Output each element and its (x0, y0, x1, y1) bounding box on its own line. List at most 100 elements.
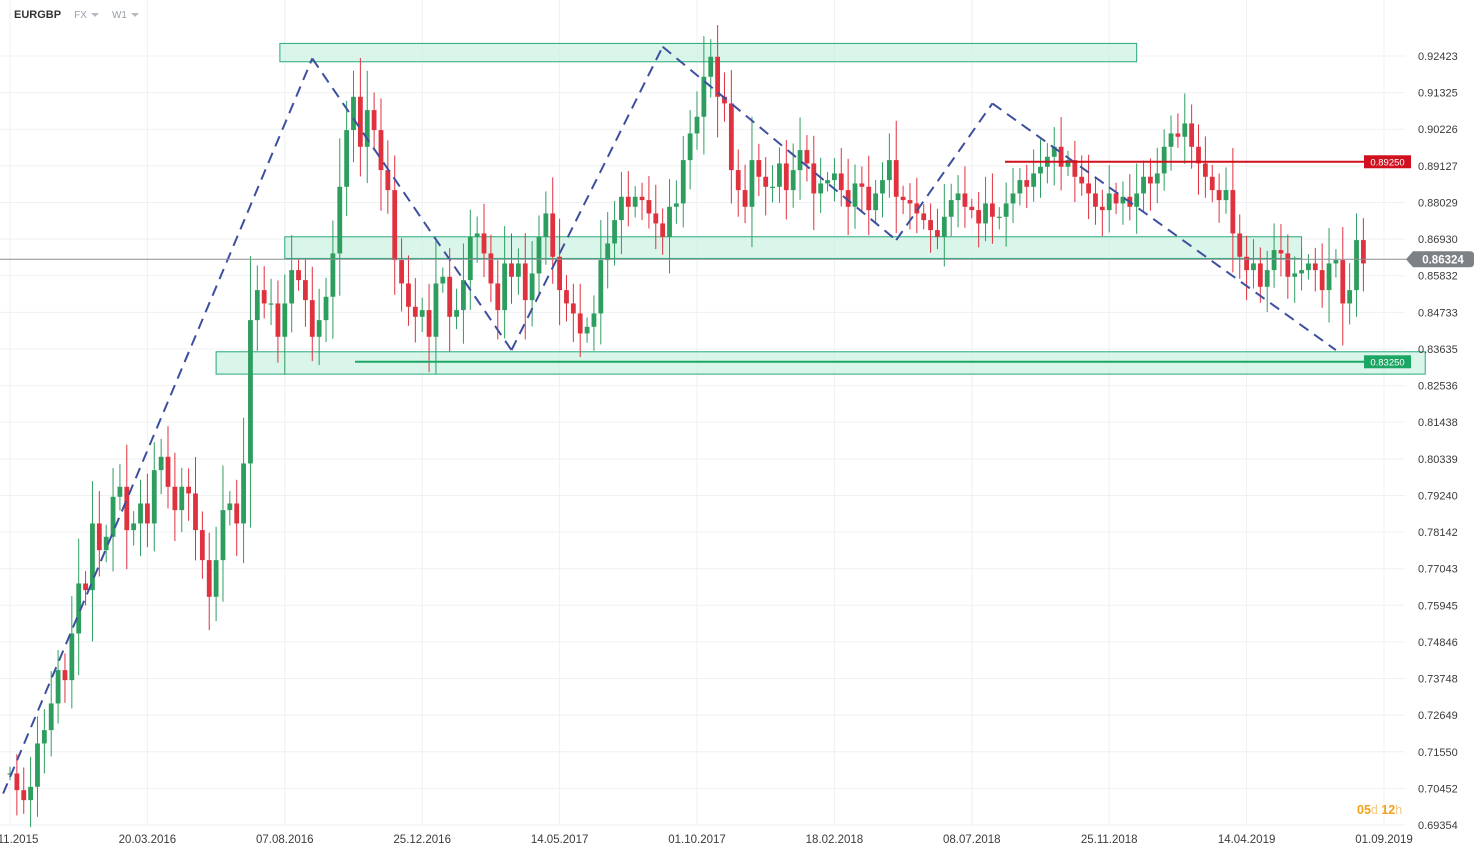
trendline[interactable] (991, 102, 1337, 351)
candle-body[interactable] (1278, 250, 1284, 254)
candle-body[interactable] (880, 180, 885, 194)
current-price-tag[interactable] (1406, 251, 1474, 268)
candle-body[interactable] (509, 263, 514, 277)
level-tag-red[interactable] (1364, 155, 1411, 169)
candle-body[interactable] (948, 200, 954, 217)
candle-body[interactable] (151, 470, 157, 524)
candle-body[interactable] (667, 206, 672, 237)
candle-body[interactable] (715, 56, 721, 97)
candle-body[interactable] (145, 503, 150, 524)
candle-body[interactable] (502, 263, 508, 311)
candle-body[interactable] (749, 160, 755, 207)
candle-body[interactable] (172, 486, 178, 511)
candle-body[interactable] (364, 110, 370, 147)
candle-body[interactable] (14, 773, 20, 791)
candle-body[interactable] (832, 173, 837, 181)
candle-body[interactable] (543, 213, 549, 237)
candle-body[interactable] (1003, 203, 1009, 217)
candle-body[interactable] (708, 56, 714, 77)
candle-body[interactable] (928, 220, 933, 231)
candle-body[interactable] (1237, 233, 1243, 257)
candle-body[interactable] (378, 130, 384, 171)
candle-body[interactable] (605, 243, 611, 261)
candle-body[interactable] (69, 633, 75, 681)
market-selector[interactable]: FX (74, 10, 99, 21)
candle-body[interactable] (96, 523, 102, 551)
candle-body[interactable] (811, 163, 817, 194)
candle-body[interactable] (90, 523, 95, 591)
candle-body[interactable] (1264, 270, 1270, 287)
candle-body[interactable] (680, 160, 686, 204)
candle-body[interactable] (1306, 263, 1311, 271)
candle-body[interactable] (886, 160, 892, 181)
candle-body[interactable] (351, 96, 356, 131)
candle-body[interactable] (529, 273, 535, 301)
candle-body[interactable] (1271, 250, 1277, 271)
candle-body[interactable] (873, 193, 879, 211)
candle-body[interactable] (1154, 173, 1160, 184)
candle-body[interactable] (962, 193, 968, 207)
candle-body[interactable] (1010, 193, 1016, 204)
candle-body[interactable] (577, 313, 583, 334)
candle-body[interactable] (687, 133, 693, 161)
candle-body[interactable] (206, 560, 212, 597)
candle-body[interactable] (289, 270, 295, 304)
candle-body[interactable] (969, 206, 975, 211)
candle-body[interactable] (983, 203, 988, 224)
candle-body[interactable] (1148, 176, 1153, 184)
candle-body[interactable] (763, 176, 769, 187)
candle-body[interactable] (303, 280, 308, 301)
candle-body[interactable] (1209, 176, 1215, 191)
candle-body[interactable] (838, 173, 844, 191)
candle-body[interactable] (777, 163, 782, 187)
candle-body[interactable] (21, 790, 27, 801)
candle-body[interactable] (825, 180, 830, 184)
candle-body[interactable] (900, 196, 906, 201)
candle-body[interactable] (7, 773, 13, 775)
candle-body[interactable] (584, 326, 590, 334)
candle-body[interactable] (227, 503, 233, 511)
candle-body[interactable] (213, 560, 219, 597)
candle-body[interactable] (447, 276, 453, 317)
candle-body[interactable] (158, 456, 164, 471)
candle-body[interactable] (412, 306, 418, 317)
candle-body[interactable] (103, 536, 109, 551)
trendline[interactable] (662, 45, 897, 241)
candle-body[interactable] (392, 190, 398, 261)
candle-body[interactable] (1189, 123, 1195, 147)
candle-body[interactable] (83, 583, 88, 591)
candle-body[interactable] (1244, 256, 1249, 271)
candle-body[interactable] (1347, 290, 1353, 304)
candle-body[interactable] (220, 510, 226, 561)
candle-body[interactable] (62, 670, 68, 681)
candle-body[interactable] (625, 196, 631, 207)
candle-body[interactable] (735, 170, 741, 191)
candle-body[interactable] (1182, 123, 1188, 137)
candle-body[interactable] (1051, 146, 1057, 157)
candle-body[interactable] (385, 170, 391, 191)
candle-body[interactable] (996, 216, 1002, 218)
candle-body[interactable] (522, 263, 528, 301)
candle-body[interactable] (1134, 193, 1140, 207)
candle-body[interactable] (818, 183, 824, 194)
candle-body[interactable] (399, 260, 404, 284)
candle-body[interactable] (179, 486, 185, 511)
candle-body[interactable] (186, 486, 192, 494)
candle-body[interactable] (1230, 190, 1236, 234)
candle-body[interactable] (309, 300, 315, 337)
candle-body[interactable] (323, 296, 329, 321)
candle-body[interactable] (440, 276, 446, 284)
candle-body[interactable] (935, 230, 940, 237)
candle-body[interactable] (1354, 240, 1359, 291)
candle-body[interactable] (1031, 173, 1037, 187)
candle-body[interactable] (1038, 166, 1043, 174)
candle-body[interactable] (1216, 190, 1222, 201)
candle-body[interactable] (76, 583, 82, 634)
candle-body[interactable] (852, 183, 858, 207)
candle-body[interactable] (598, 260, 604, 314)
candle-body[interactable] (536, 236, 542, 274)
candle-body[interactable] (467, 236, 473, 281)
candle-body[interactable] (1340, 260, 1346, 304)
candle-body[interactable] (1360, 240, 1366, 264)
candle-body[interactable] (921, 213, 927, 221)
